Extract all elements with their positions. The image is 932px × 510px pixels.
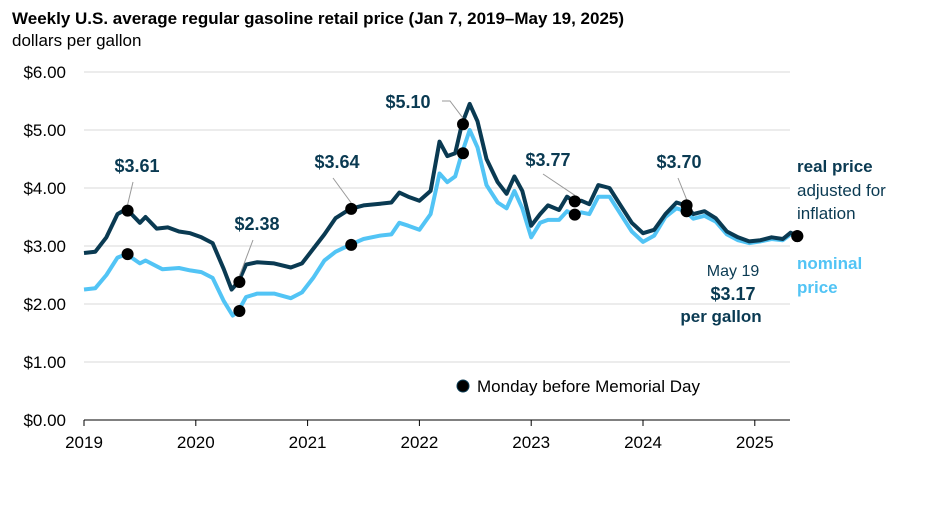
- latest-date: May 19: [707, 263, 760, 280]
- memorial-day-real-dot: [791, 230, 804, 243]
- memorial-day-real-dot: [457, 118, 470, 131]
- x-tick-label: 2022: [400, 433, 438, 452]
- x-tick-label: 2021: [289, 433, 327, 452]
- leader-line: [332, 177, 352, 204]
- memorial-day-label: $3.64: [314, 152, 359, 172]
- x-tick-label: 2019: [65, 433, 103, 452]
- memorial-day-nominal-dot: [345, 238, 358, 251]
- chart-subtitle: dollars per gallon: [12, 31, 142, 50]
- y-tick-label: $4.00: [23, 179, 66, 198]
- y-tick-label: $6.00: [23, 63, 66, 82]
- memorial-day-real-dot: [680, 199, 693, 212]
- memorial-day-real-dot: [121, 204, 134, 217]
- x-tick-label: 2024: [624, 433, 662, 452]
- memorial-day-real-dot: [233, 275, 246, 288]
- y-tick-label: $2.00: [23, 295, 66, 314]
- legend-real-line3: inflation: [797, 204, 856, 223]
- y-tick-label: $5.00: [23, 121, 66, 140]
- legend-nominal-line2: price: [797, 278, 838, 297]
- memorial-day-label: $5.10: [385, 92, 430, 112]
- memorial-day-nominal-dot: [568, 208, 581, 221]
- memorial-day-label: $3.77: [525, 150, 570, 170]
- latest-unit: per gallon: [680, 307, 761, 326]
- legend-memorial-day: Monday before Memorial Day: [477, 377, 700, 396]
- y-tick-label: $3.00: [23, 237, 66, 256]
- y-tick-label: $1.00: [23, 353, 66, 372]
- x-tick-label: 2025: [736, 433, 774, 452]
- memorial-day-label: $2.38: [234, 214, 279, 234]
- leader-line: [442, 100, 464, 119]
- x-tick-label: 2023: [512, 433, 550, 452]
- memorial-day-nominal-dot: [121, 248, 134, 261]
- leader-line: [542, 173, 576, 196]
- x-tick-label: 2020: [177, 433, 215, 452]
- legend-marker: [456, 379, 470, 393]
- chart-title: Weekly U.S. average regular gasoline ret…: [12, 9, 625, 28]
- leader-line: [677, 177, 688, 200]
- legend-nominal-line1: nominal: [797, 254, 862, 273]
- legend-real-line2: adjusted for: [797, 181, 886, 200]
- leader-line: [238, 239, 254, 277]
- memorial-day-label: $3.70: [656, 152, 701, 172]
- latest-value: $3.17: [710, 284, 755, 304]
- memorial-day-nominal-dot: [233, 304, 246, 317]
- legend-real-line1: real price: [797, 157, 873, 176]
- memorial-day-label: $3.61: [114, 156, 159, 176]
- real-price-line: [83, 101, 799, 292]
- memorial-day-real-dot: [345, 202, 358, 215]
- leader-line: [127, 181, 134, 205]
- memorial-day-nominal-dot: [457, 147, 470, 160]
- y-tick-label: $0.00: [23, 411, 66, 430]
- memorial-day-real-dot: [568, 195, 581, 208]
